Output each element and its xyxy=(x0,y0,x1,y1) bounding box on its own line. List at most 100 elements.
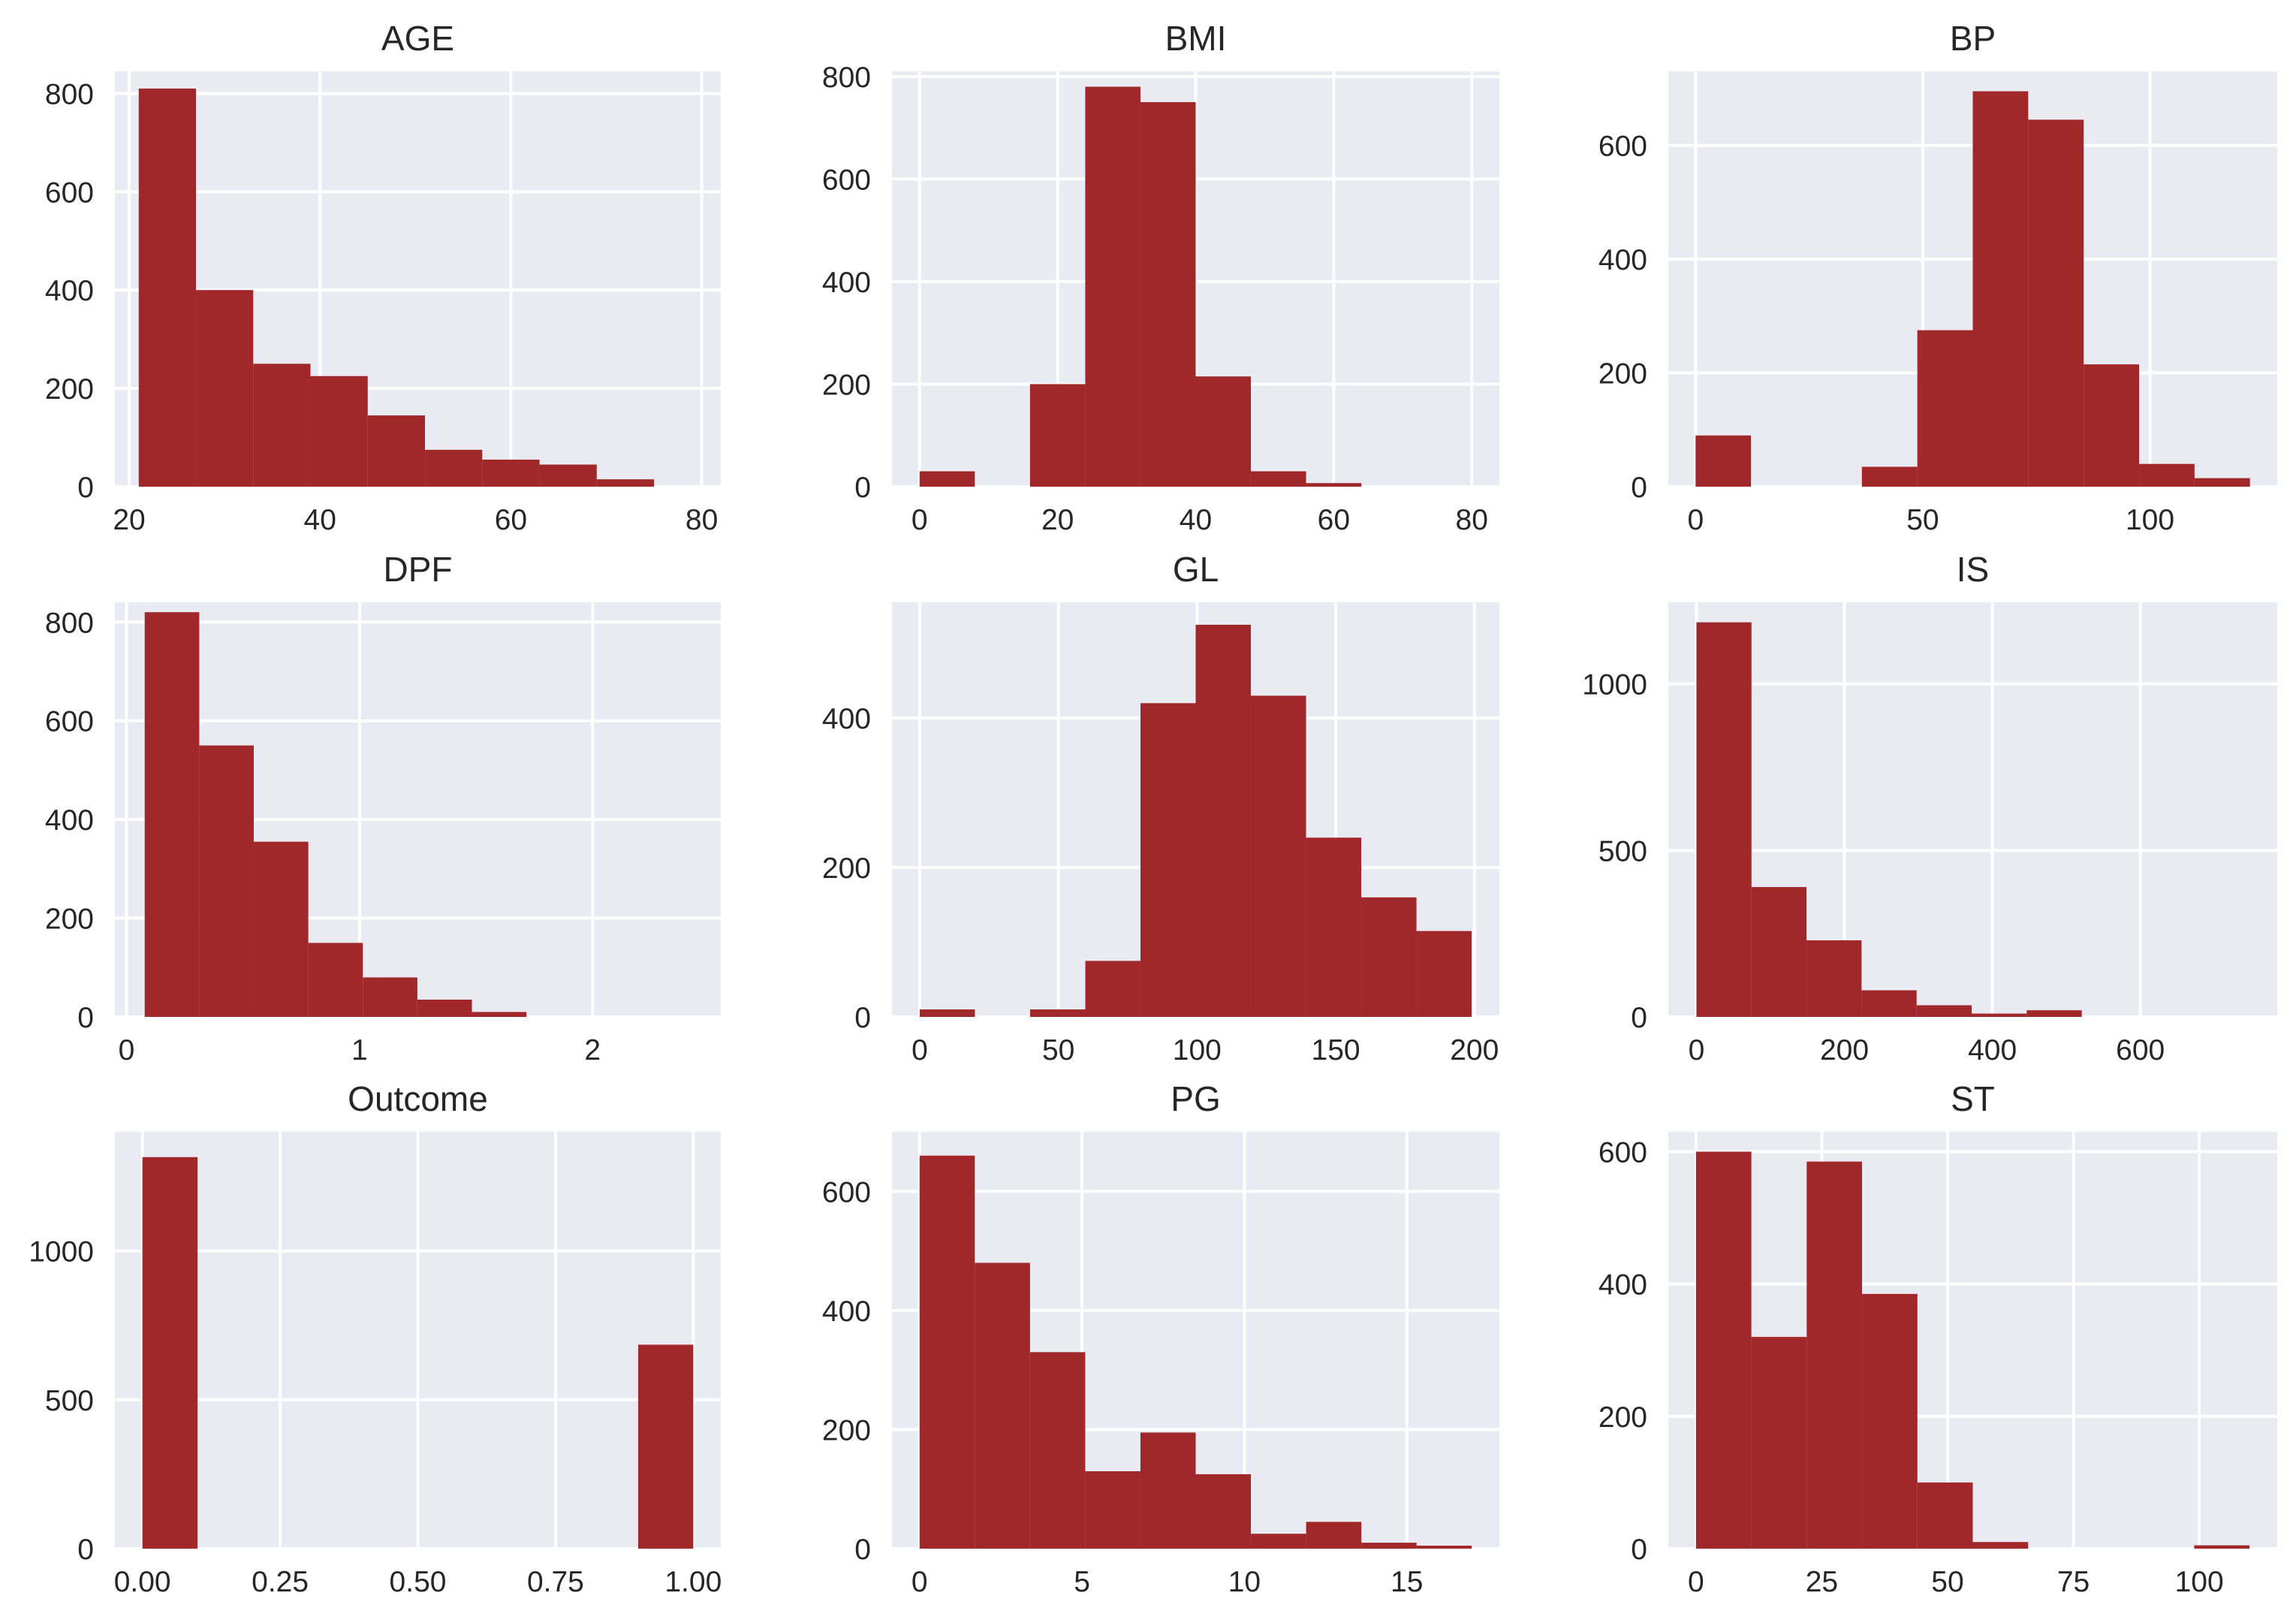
bar-gl-0 xyxy=(919,1009,975,1017)
x-tick-label: 20 xyxy=(1041,504,1074,536)
bar-is-5 xyxy=(1972,1013,2027,1017)
bar-dpf-6 xyxy=(472,1012,527,1017)
y-tick-label: 200 xyxy=(45,904,94,936)
bar-dpf-4 xyxy=(363,977,417,1017)
bar-age-0 xyxy=(138,88,197,487)
bar-st-1 xyxy=(1751,1337,1807,1549)
x-tick-label: 80 xyxy=(1456,504,1488,536)
chart-title-dpf: DPF xyxy=(384,550,453,589)
chart-title-outcome: Outcome xyxy=(348,1079,488,1118)
x-tick-label: 0 xyxy=(1689,1034,1705,1066)
x-tick-label: 20 xyxy=(113,504,145,536)
bar-pg-9 xyxy=(1416,1546,1472,1549)
bar-gl-6 xyxy=(1251,695,1306,1017)
bar-st-5 xyxy=(1972,1542,2029,1549)
bar-pg-4 xyxy=(1140,1432,1196,1549)
bar-pg-5 xyxy=(1195,1474,1252,1549)
y-tick-label: 200 xyxy=(1598,1401,1647,1434)
bar-pg-2 xyxy=(1029,1352,1086,1549)
y-tick-label: 600 xyxy=(1598,1136,1647,1169)
y-tick-label: 600 xyxy=(45,706,94,738)
bar-age-7 xyxy=(539,464,597,487)
bar-st-3 xyxy=(1862,1293,1918,1549)
y-tick-label: 0 xyxy=(77,1534,94,1566)
y-tick-label: 0 xyxy=(77,472,94,504)
bar-bmi-7 xyxy=(1306,483,1362,487)
bar-pg-7 xyxy=(1306,1522,1362,1549)
y-tick-label: 0 xyxy=(1631,1534,1647,1566)
y-tick-label: 400 xyxy=(1598,244,1647,276)
x-tick-label: 0 xyxy=(911,504,928,536)
x-tick-label: 60 xyxy=(495,504,527,536)
y-tick-label: 500 xyxy=(1598,835,1647,867)
x-tick-label: 75 xyxy=(2057,1566,2090,1598)
y-tick-label: 0 xyxy=(77,1002,94,1034)
y-tick-label: 0 xyxy=(854,1002,871,1034)
bar-gl-7 xyxy=(1306,837,1362,1017)
bar-bp-8 xyxy=(2139,463,2195,487)
bar-age-2 xyxy=(253,364,311,487)
y-tick-label: 800 xyxy=(45,78,94,110)
y-tick-label: 600 xyxy=(1598,130,1647,162)
bar-pg-6 xyxy=(1251,1534,1306,1549)
x-tick-label: 80 xyxy=(685,504,718,536)
x-tick-label: 0 xyxy=(911,1034,928,1066)
x-tick-label: 0 xyxy=(911,1566,928,1598)
bar-pg-8 xyxy=(1361,1543,1417,1549)
panel-st: 0 25 50 75 100 0 200 400 600 ST xyxy=(1598,1079,2277,1598)
y-tick-label: 200 xyxy=(45,373,94,406)
bar-gl-4 xyxy=(1140,703,1196,1017)
bar-age-1 xyxy=(196,290,254,487)
bar-st-2 xyxy=(1806,1161,1863,1549)
x-tick-label: 150 xyxy=(1312,1034,1360,1066)
y-tick-label: 1000 xyxy=(29,1236,94,1269)
x-tick-label: 0.25 xyxy=(252,1566,309,1598)
bar-gl-2 xyxy=(1029,1009,1086,1017)
bar-dpf-3 xyxy=(308,943,363,1017)
x-tick-label: 400 xyxy=(1968,1034,2017,1066)
bar-pg-1 xyxy=(975,1263,1030,1549)
bar-bmi-4 xyxy=(1140,101,1196,487)
bar-bp-9 xyxy=(2194,478,2250,487)
bar-pg-0 xyxy=(919,1155,975,1549)
x-tick-label: 5 xyxy=(1074,1566,1090,1598)
bar-bp-5 xyxy=(1972,91,2029,487)
x-tick-label: 40 xyxy=(1180,504,1212,536)
bar-is-4 xyxy=(1916,1005,1972,1017)
x-tick-label: 2 xyxy=(584,1034,601,1066)
y-tick-label: 0 xyxy=(854,1534,871,1566)
bar-outcome-0 xyxy=(142,1157,198,1549)
bar-bp-4 xyxy=(1917,330,1973,487)
x-tick-label: 0 xyxy=(119,1034,135,1066)
chart-title-gl: GL xyxy=(1173,550,1219,589)
y-tick-label: 400 xyxy=(822,267,871,299)
x-tick-label: 200 xyxy=(1450,1034,1499,1066)
bar-bmi-2 xyxy=(1029,384,1086,487)
x-tick-label: 100 xyxy=(2126,504,2174,536)
panel-pg: 0 5 10 15 0 200 400 600 PG xyxy=(822,1079,1499,1598)
bar-dpf-0 xyxy=(144,612,200,1017)
bar-bp-3 xyxy=(1861,466,1918,487)
y-tick-label: 800 xyxy=(822,62,871,94)
panel-bp: 0 50 100 0 200 400 600 BP xyxy=(1598,19,2277,536)
x-tick-label: 100 xyxy=(2175,1566,2224,1598)
bar-is-3 xyxy=(1861,990,1917,1017)
chart-title-bp: BP xyxy=(1950,19,1996,58)
panel-dpf: 0 1 2 0 200 400 600 800 DPF xyxy=(45,550,721,1066)
bar-bmi-3 xyxy=(1085,86,1140,487)
chart-title-bmi: BMI xyxy=(1165,19,1227,58)
bar-pg-3 xyxy=(1085,1471,1140,1549)
bar-gl-3 xyxy=(1085,961,1140,1017)
bar-gl-5 xyxy=(1195,624,1252,1017)
bar-bmi-5 xyxy=(1195,376,1252,487)
bar-dpf-2 xyxy=(253,841,309,1017)
panel-outcome: 0.00 0.25 0.50 0.75 1.00 0 500 1000 Outcome xyxy=(29,1079,722,1598)
panel-gl: 0 50 100 150 200 0 200 400 GL xyxy=(822,550,1499,1066)
bar-gl-9 xyxy=(1416,931,1472,1017)
x-tick-label: 1 xyxy=(351,1034,368,1066)
y-tick-label: 600 xyxy=(822,164,871,196)
y-tick-label: 400 xyxy=(822,703,871,735)
y-tick-label: 600 xyxy=(45,176,94,209)
x-tick-label: 50 xyxy=(1906,504,1939,536)
